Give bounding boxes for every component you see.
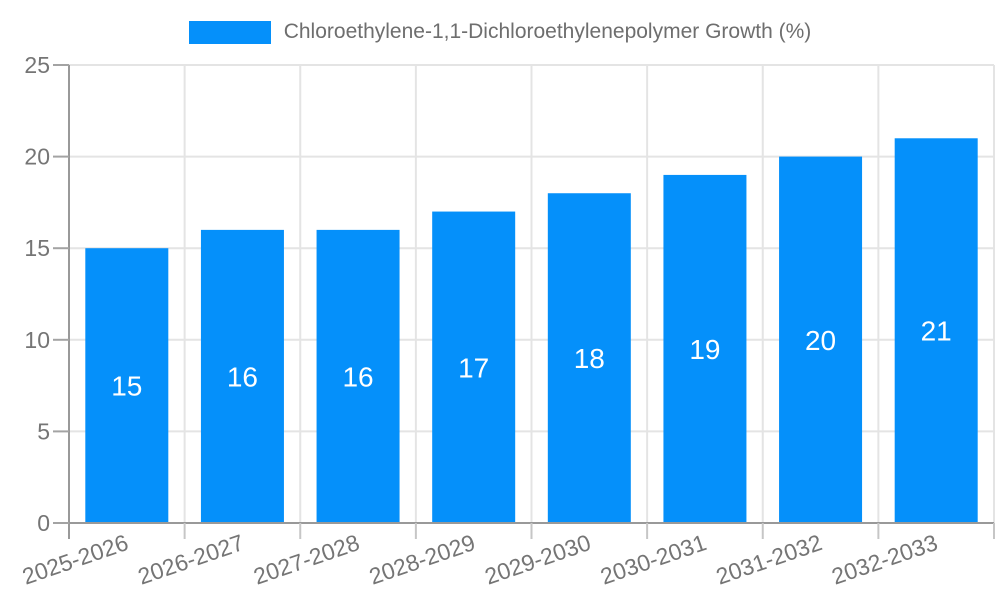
- bar-value-label: 16: [227, 361, 258, 392]
- y-axis-label: 20: [24, 144, 50, 170]
- x-axis-label: 2029-2030: [481, 529, 593, 589]
- bar-2025-2026[interactable]: [85, 248, 169, 523]
- bar-2030-2031[interactable]: [663, 174, 747, 524]
- bar-value-label: 17: [458, 352, 489, 383]
- bar-2029-2030[interactable]: [547, 193, 631, 524]
- bar-2028-2029[interactable]: [432, 211, 516, 523]
- bar-2031-2032[interactable]: [779, 156, 863, 523]
- y-axis-label: 15: [24, 235, 50, 261]
- bar-value-label: 19: [689, 334, 720, 365]
- legend-label[interactable]: Chloroethylene-1,1-Dichloroethylenepolym…: [283, 20, 812, 43]
- x-axis-label: 2025-2026: [19, 529, 131, 589]
- bar-2027-2028[interactable]: [316, 229, 400, 523]
- y-axis-label: 10: [24, 327, 50, 353]
- x-axis-label: 2028-2029: [366, 529, 478, 589]
- x-axis-label: 2026-2027: [135, 529, 247, 589]
- chart-legend: Chloroethylene-1,1-Dichloroethylenepolym…: [0, 19, 1000, 45]
- bar-value-label: 20: [805, 325, 836, 356]
- bar-2026-2027[interactable]: [200, 229, 284, 523]
- bar-value-label: 16: [342, 361, 373, 392]
- x-axis-label: 2032-2033: [828, 529, 940, 589]
- legend-swatch[interactable]: [188, 20, 271, 44]
- bar-value-label: 21: [921, 316, 952, 347]
- y-axis-label: 0: [37, 510, 50, 536]
- y-axis-label: 5: [37, 418, 50, 444]
- x-axis-label: 2030-2031: [597, 529, 709, 589]
- bar-value-label: 15: [111, 371, 142, 402]
- y-axis-label: 25: [24, 52, 50, 78]
- bar-2032-2033[interactable]: [894, 138, 978, 523]
- x-axis-label: 2027-2028: [250, 529, 362, 589]
- x-axis-label: 2031-2032: [713, 529, 825, 589]
- bar-value-label: 18: [574, 343, 605, 374]
